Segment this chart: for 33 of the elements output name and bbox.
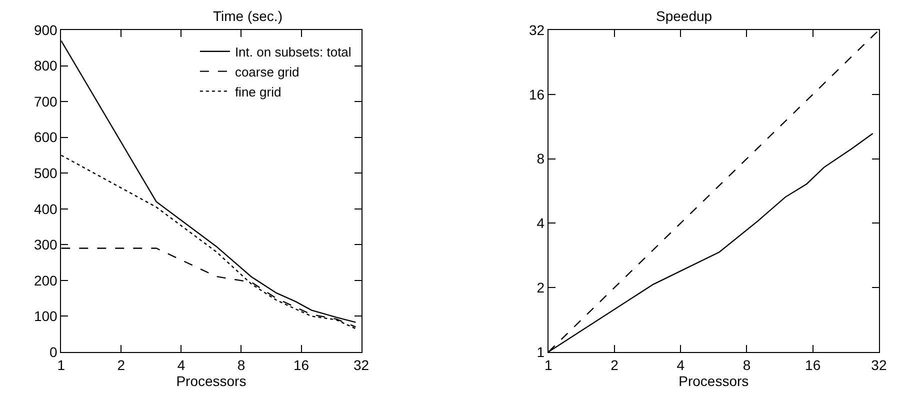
x-tick-label: 32	[354, 356, 370, 373]
x-tick-label: 16	[293, 356, 310, 373]
legend-label: coarse grid	[234, 64, 300, 80]
x-tick-label: 8	[237, 356, 246, 373]
chart-title: Time (sec.)	[213, 8, 282, 24]
y-tick-label: 600	[34, 129, 58, 146]
x-tick-label: 2	[610, 356, 619, 373]
y-tick-label: 300	[34, 236, 58, 253]
y-tick-label: 500	[34, 165, 58, 182]
y-tick-label: 32	[528, 22, 545, 38]
x-tick-label: 16	[805, 356, 821, 373]
x-tick-label: 4	[676, 356, 685, 373]
y-tick-label: 0	[50, 344, 58, 360]
x-tick-label: 32	[871, 356, 887, 373]
y-tick-label: 16	[528, 86, 545, 102]
x-axis-title: Processors	[678, 372, 749, 389]
y-tick-label: 100	[34, 308, 58, 324]
legend-label: Int. on subsets: total	[234, 44, 352, 60]
y-tick-label: 8	[536, 150, 545, 167]
y-tick-label: 800	[34, 58, 58, 74]
x-tick-label: 8	[742, 356, 751, 373]
y-tick-label: 4	[536, 215, 545, 232]
y-tick-label: 900	[34, 22, 58, 38]
y-tick-label: 700	[34, 93, 58, 110]
y-tick-label: 200	[34, 272, 58, 288]
y-tick-label: 2	[536, 280, 545, 296]
x-tick-label: 4	[177, 356, 186, 373]
y-tick-label: 1	[536, 344, 545, 360]
legend-label: fine grid	[234, 84, 282, 100]
x-tick-label: 2	[117, 356, 126, 373]
x-axis-title: Processors	[176, 372, 246, 389]
y-tick-label: 400	[34, 200, 58, 217]
chart-title: Speedup	[656, 8, 712, 24]
